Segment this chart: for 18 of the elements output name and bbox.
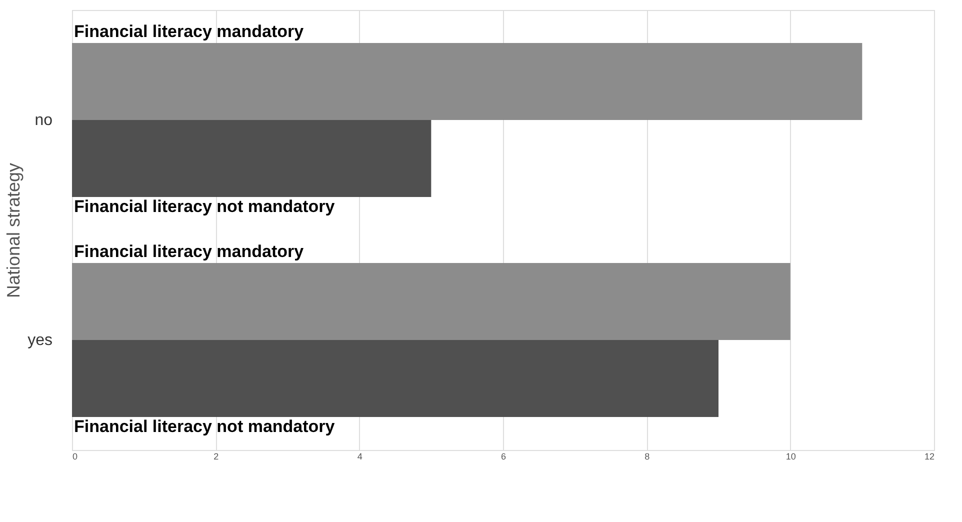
x-tick-label: 12: [924, 452, 934, 462]
text: Financial literacy not mandatory: [74, 417, 335, 436]
x-tick-label: 8: [644, 452, 650, 462]
x-tick-label: 2: [214, 452, 219, 462]
y-tick-label: yes: [28, 332, 52, 349]
series-label: Financial literacy not mandatory: [74, 197, 336, 216]
x-tick-label: 6: [500, 452, 506, 462]
bar: [72, 263, 790, 340]
x-tick-label: 0: [72, 452, 78, 462]
bar: [72, 340, 718, 417]
bar: [72, 43, 862, 120]
y-tick-label: no: [34, 112, 53, 129]
x-tick-label: 4: [357, 452, 362, 462]
bar: [72, 120, 432, 197]
y-axis-title: National strategy: [4, 162, 24, 298]
x-tick-label: 10: [786, 452, 796, 462]
text: Financial literacy mandatory: [74, 242, 304, 261]
series-label: Financial literacy mandatory: [74, 22, 304, 41]
